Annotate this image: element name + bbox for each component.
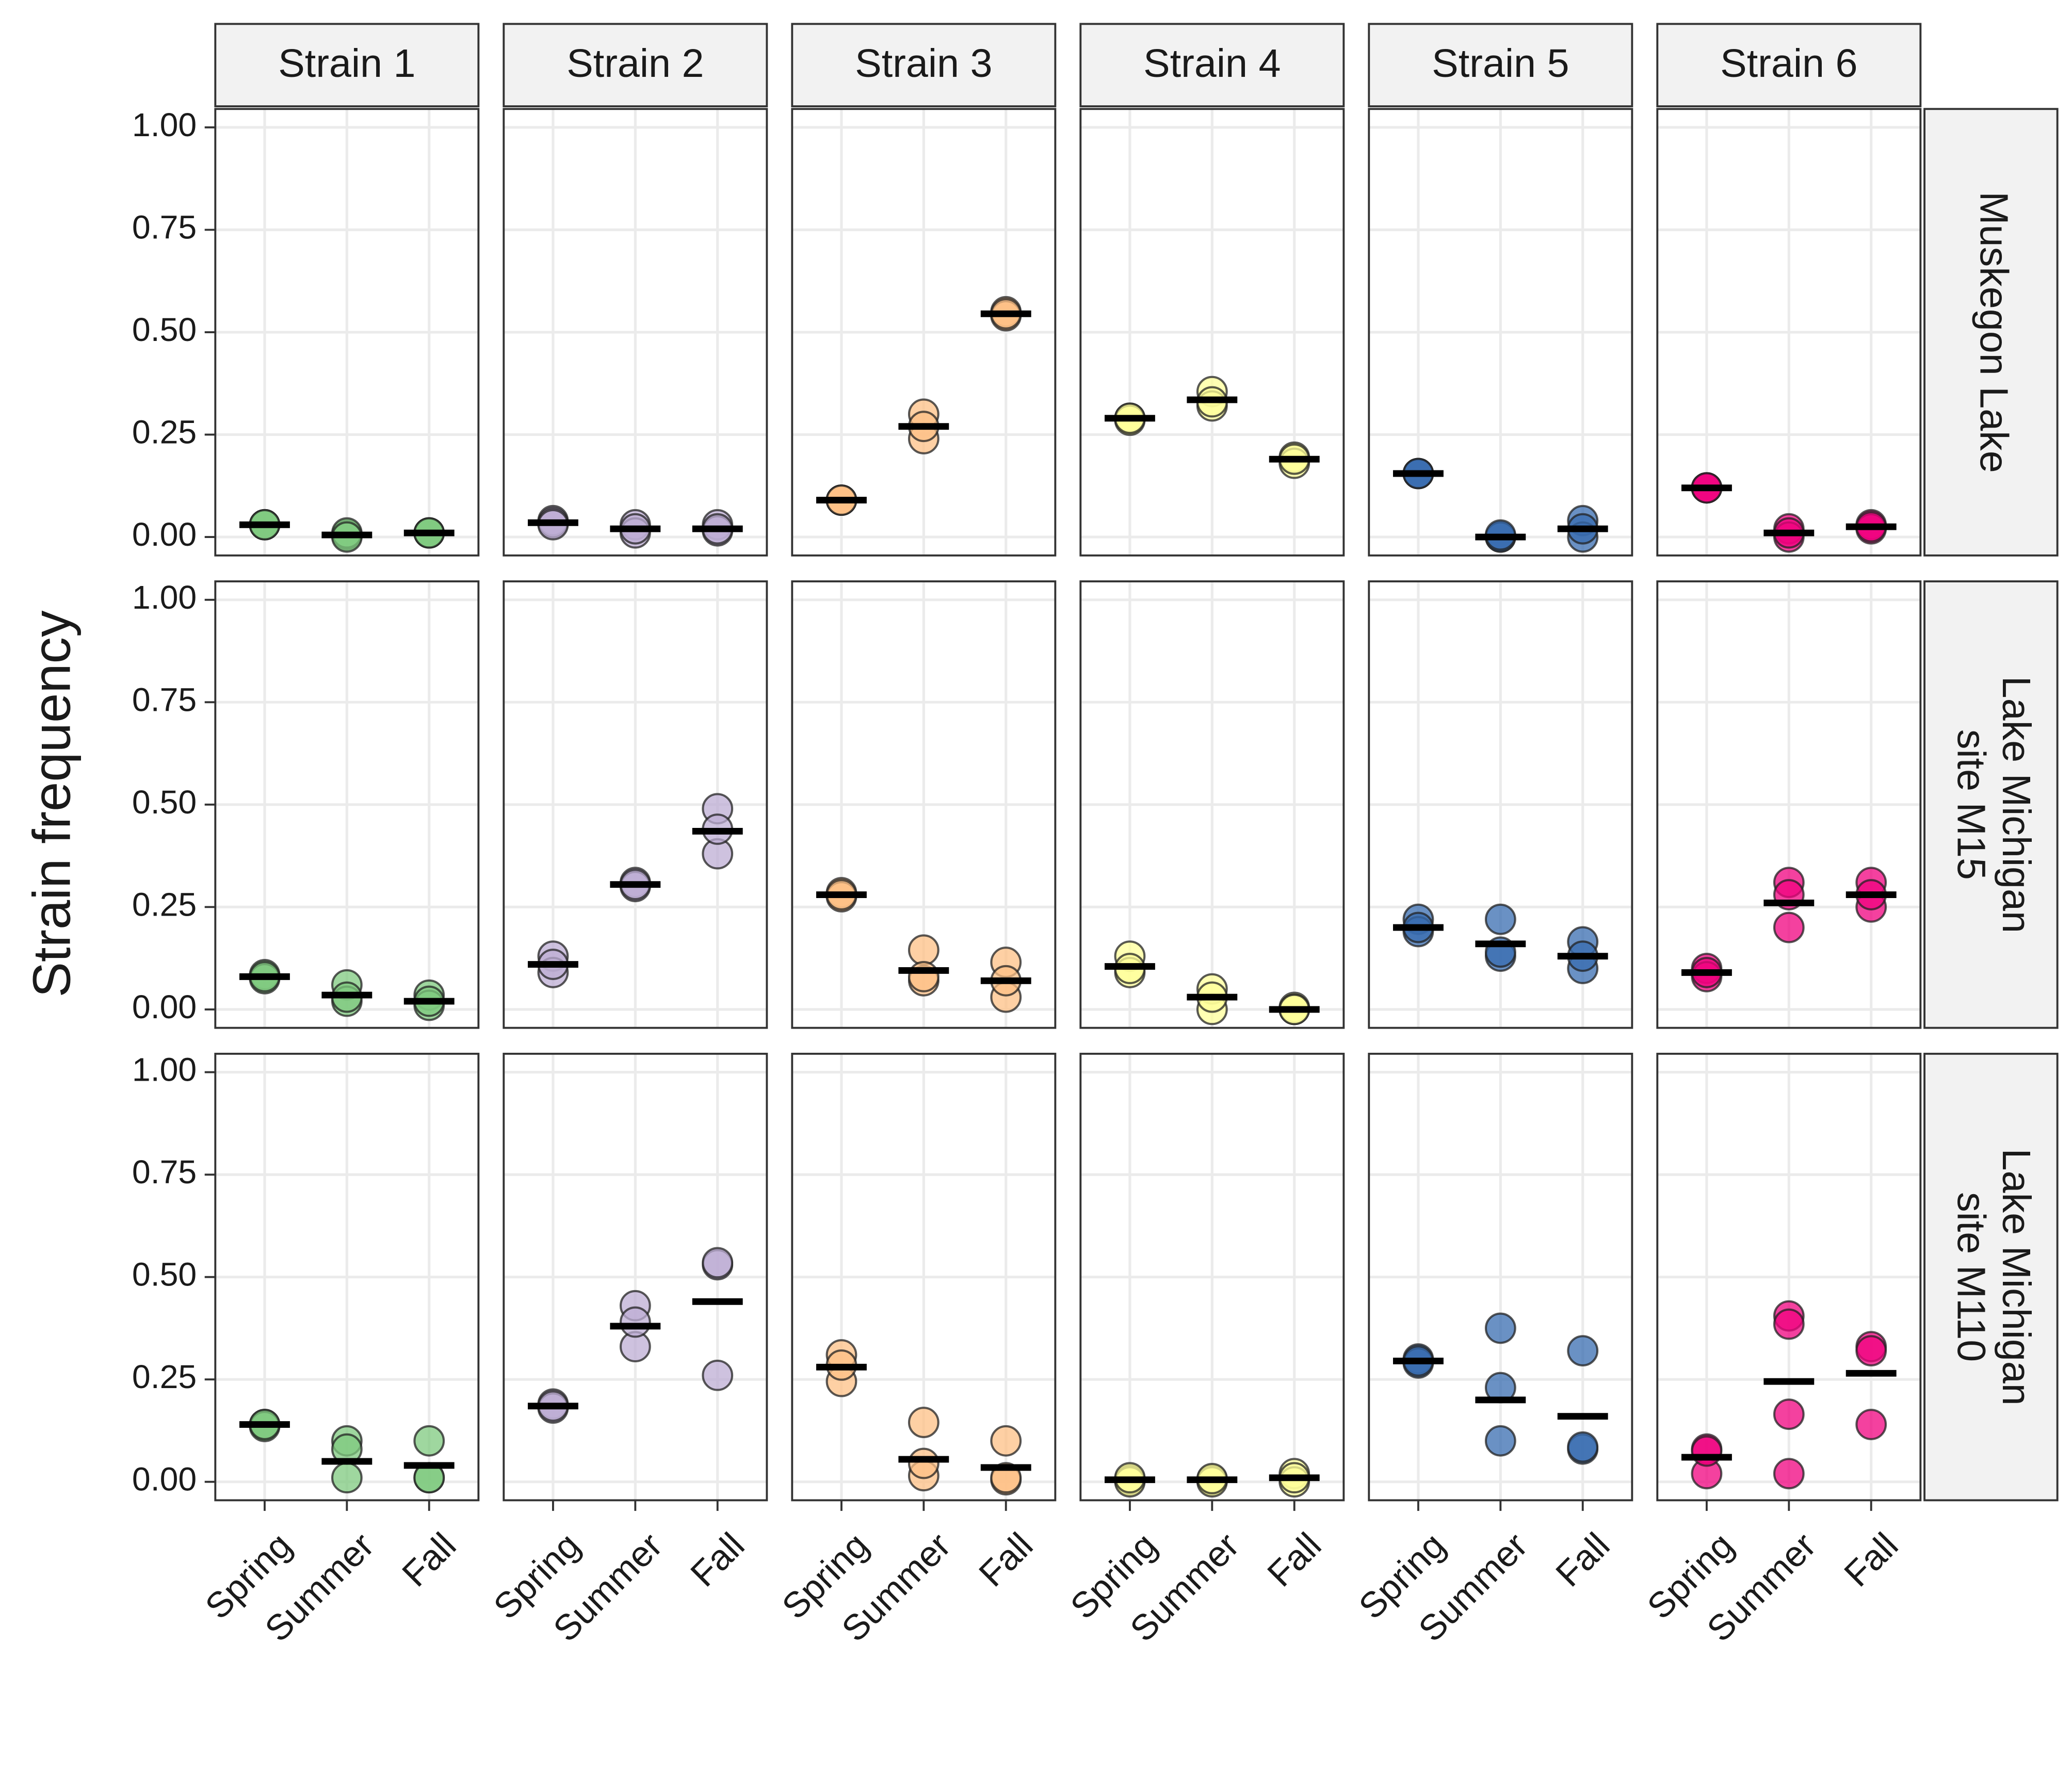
y-tick-label: 0.75 (132, 209, 197, 246)
y-tick-label: 0.75 (132, 1153, 197, 1191)
point (1484, 1425, 1516, 1457)
point (908, 1407, 940, 1438)
panel-border (1368, 108, 1633, 557)
panel (1079, 108, 1345, 557)
facet-strip-label: Strain 4 (1143, 41, 1281, 86)
point (1773, 1458, 1805, 1490)
facet-strip (214, 23, 480, 108)
y-tick-label: 0.50 (132, 784, 197, 821)
panel (791, 1052, 1057, 1502)
facet-row-label: site M15 (1949, 729, 1994, 880)
panel-border (503, 108, 768, 557)
x-tick-label: Fall (1259, 1525, 1329, 1594)
panel (214, 580, 480, 1029)
panel (1656, 1052, 1922, 1502)
panel (1079, 1052, 1345, 1502)
facet-strip-label: Strain 1 (278, 41, 415, 86)
y-tick-label: 0.00 (132, 1461, 197, 1498)
point (331, 1462, 363, 1494)
facet-strip-label: Strain 3 (855, 41, 992, 86)
point (908, 1447, 940, 1479)
panel (1656, 108, 1922, 557)
facet-strip-label: Strain 5 (1432, 41, 1569, 86)
point (619, 1306, 651, 1338)
panel (791, 580, 1057, 1029)
facet-strip (1368, 23, 1633, 108)
point (702, 1359, 734, 1391)
y-tick-label: 0.25 (132, 414, 197, 451)
y-tick-label: 0.00 (132, 988, 197, 1025)
facet-strip-label: Strain 2 (566, 41, 704, 86)
point (1567, 1431, 1599, 1463)
y-tick-label: 1.00 (132, 1051, 197, 1088)
facet-strip (1923, 1052, 2059, 1502)
panel (1656, 580, 1922, 1029)
panel (1368, 108, 1633, 557)
y-tick-label: 0.75 (132, 681, 197, 718)
y-tick-label: 0.25 (132, 886, 197, 923)
facet-strip (1079, 23, 1345, 108)
point (1773, 1308, 1805, 1340)
panel (1079, 580, 1345, 1029)
panel-border (1079, 580, 1345, 1029)
y-axis-title: Strain frequency (22, 610, 81, 998)
x-tick-label: Fall (683, 1525, 752, 1594)
point (990, 1425, 1022, 1457)
panel (791, 108, 1057, 557)
facet-strip (1923, 580, 2059, 1029)
point (1567, 1335, 1599, 1367)
x-tick-label: Fall (394, 1525, 463, 1594)
y-tick-label: 0.00 (132, 516, 197, 553)
x-tick-label: Fall (1836, 1525, 1905, 1594)
facet-strip (503, 23, 768, 108)
point (1855, 1409, 1887, 1440)
facet-row-label: Lake Michigan (1994, 676, 2038, 933)
point (1773, 911, 1805, 943)
y-tick-label: 0.50 (132, 311, 197, 348)
panel (214, 108, 480, 557)
facet-row-label: Muskegon Lake (1971, 191, 2016, 473)
panel-border (1368, 580, 1633, 1029)
point (1484, 903, 1516, 935)
point (908, 960, 940, 992)
panel-border (1656, 580, 1922, 1029)
panel-border (503, 580, 768, 1029)
point (908, 934, 940, 966)
x-tick-label: Fall (1548, 1525, 1617, 1594)
panel (503, 108, 768, 557)
panel (1368, 1052, 1633, 1502)
facet-strip (791, 23, 1057, 108)
panel (503, 580, 768, 1029)
point (1484, 1312, 1516, 1344)
y-tick-label: 0.25 (132, 1358, 197, 1395)
panel (503, 1052, 768, 1502)
panel-border (1656, 108, 1922, 557)
y-tick-label: 0.50 (132, 1256, 197, 1293)
facet-strip-label: Strain 6 (1720, 41, 1857, 86)
panel (1368, 580, 1633, 1029)
panel-border (791, 108, 1057, 557)
point (413, 1425, 445, 1457)
point (702, 1247, 734, 1279)
facet-strip (1656, 23, 1922, 108)
panel-border (791, 580, 1057, 1029)
facet-strip (1923, 108, 2059, 557)
y-tick-label: 1.00 (132, 106, 197, 143)
point (1855, 1335, 1887, 1367)
point (1773, 1398, 1805, 1430)
y-tick-label: 1.00 (132, 579, 197, 616)
facet-row-label: Lake Michigan (1994, 1149, 2038, 1406)
facet-row-label: site M110 (1949, 1192, 1994, 1362)
panel-border (1079, 108, 1345, 557)
panel (214, 1052, 480, 1502)
point (1691, 1435, 1723, 1467)
x-tick-label: Fall (971, 1525, 1040, 1594)
